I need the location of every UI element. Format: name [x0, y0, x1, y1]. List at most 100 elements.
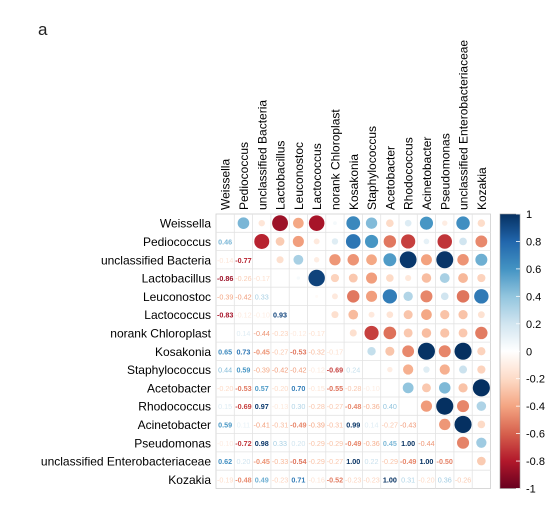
corr-circle: [439, 273, 450, 283]
corr-value: -0.15: [308, 384, 324, 393]
corr-circle: [329, 254, 341, 266]
color-bar-label: 0: [526, 346, 532, 358]
corr-circle: [313, 238, 320, 245]
corr-value: -0.49: [345, 439, 361, 448]
corr-value: 0.36: [438, 475, 452, 484]
corr-value: -0.29: [327, 439, 343, 448]
corr-circle: [366, 254, 377, 266]
color-bar-label: 0.6: [526, 264, 541, 276]
corr-circle: [439, 382, 451, 394]
corr-value: -0.12: [235, 311, 251, 320]
corr-value: -0.48: [345, 402, 361, 411]
corr-circle: [477, 273, 486, 283]
corr-circle: [454, 415, 472, 434]
color-bar-label: -0.6: [526, 429, 545, 441]
corr-value: 0.11: [237, 420, 250, 429]
corr-value: -0.27: [327, 457, 343, 466]
corr-circle: [365, 217, 378, 229]
corr-circle: [364, 325, 379, 341]
corr-value: -0.42: [272, 366, 288, 375]
corr-circle: [421, 273, 432, 283]
corr-value: -0.83: [217, 311, 233, 320]
corr-value: -0.42: [235, 292, 251, 301]
corr-value: -0.26: [235, 274, 251, 283]
row-label-kozakia: Kozakia: [168, 473, 211, 487]
column-label-kozakia: Kozakia: [475, 167, 489, 210]
corr-value: 1.00: [419, 457, 433, 466]
corr-value: 0.15: [218, 402, 232, 411]
column-label-pseudomonas: Pseudomonas: [438, 133, 452, 210]
corr-circle: [364, 234, 379, 249]
corr-value: -0.19: [217, 475, 233, 484]
corr-value: -0.48: [235, 475, 251, 484]
corr-circle: [366, 272, 378, 284]
corr-circle: [313, 257, 320, 263]
corr-value: 0.59: [236, 366, 250, 375]
corr-circle: [439, 364, 450, 375]
corr-value: -0.36: [363, 402, 379, 411]
column-label-kosakonia: Kosakonia: [347, 154, 361, 210]
corr-value: -0.32: [308, 347, 324, 356]
corr-value: 0.73: [236, 347, 250, 356]
corr-circle: [383, 235, 397, 248]
corr-circle: [258, 219, 265, 227]
corr-circle: [440, 328, 450, 338]
corr-value: -0.14: [217, 256, 233, 265]
corr-value: 0.40: [383, 402, 397, 411]
corr-value: -0.45: [254, 347, 270, 356]
corr-circle: [421, 309, 432, 320]
corr-value: -0.20: [272, 384, 288, 393]
corr-circle: [403, 328, 413, 338]
corr-circle: [457, 436, 470, 449]
corr-circle: [458, 328, 468, 338]
corr-circle: [423, 238, 430, 245]
corr-value: -0.31: [272, 420, 288, 429]
corr-value: -0.29: [308, 457, 324, 466]
corr-value: -0.50: [437, 457, 453, 466]
row-label-lactococcus: Lactococcus: [144, 308, 211, 322]
corr-value: -0.86: [217, 274, 233, 283]
corr-circle: [475, 253, 488, 266]
corr-value: -0.26: [455, 475, 471, 484]
corr-circle: [275, 237, 285, 246]
corr-value: -0.39: [217, 292, 233, 301]
color-bar-label: -0.2: [526, 374, 545, 386]
corr-value: -0.53: [290, 347, 306, 356]
corr-circle: [420, 400, 433, 412]
column-label-norank-chloroplast: norank Chloroplast: [328, 109, 342, 210]
corr-circle: [293, 217, 304, 229]
row-label-acinetobacter: Acinetobacter: [138, 418, 211, 432]
corr-circle: [237, 217, 250, 229]
corr-circle: [346, 216, 361, 231]
column-label-acinetobacter: Acinetobacter: [420, 137, 434, 210]
corr-circle: [477, 311, 485, 319]
corr-circle: [474, 289, 489, 304]
corr-value: -0.12: [290, 329, 306, 338]
corr-circle: [456, 216, 470, 230]
corr-value: -0.53: [235, 384, 251, 393]
row-label-leuconostoc: Leuconostoc: [143, 290, 211, 304]
color-bar-label: -0.4: [526, 401, 545, 413]
corr-circle: [348, 309, 359, 320]
corr-value: -0.20: [217, 384, 233, 393]
corr-circle: [472, 379, 490, 397]
corr-value: -0.10: [254, 311, 270, 320]
corr-value: -0.29: [382, 457, 398, 466]
corr-value: -0.39: [254, 366, 270, 375]
corr-circle: [419, 216, 434, 230]
corr-value: 1.00: [346, 457, 360, 466]
row-label-rhodococcus: Rhodococcus: [138, 400, 211, 414]
corr-value: -0.69: [235, 402, 251, 411]
corr-circle: [436, 251, 454, 269]
row-label-acetobacter: Acetobacter: [147, 381, 211, 395]
column-label-leuconostoc: Leuconostoc: [292, 142, 306, 210]
corr-circle: [383, 253, 397, 267]
corr-value: -0.77: [235, 256, 251, 265]
corr-circle: [347, 254, 359, 266]
corr-circle: [330, 273, 340, 283]
corr-circle: [347, 290, 360, 303]
corr-value: 0.14: [365, 420, 379, 429]
corr-circle: [331, 238, 339, 245]
color-bar-label: 0.2: [526, 319, 541, 331]
